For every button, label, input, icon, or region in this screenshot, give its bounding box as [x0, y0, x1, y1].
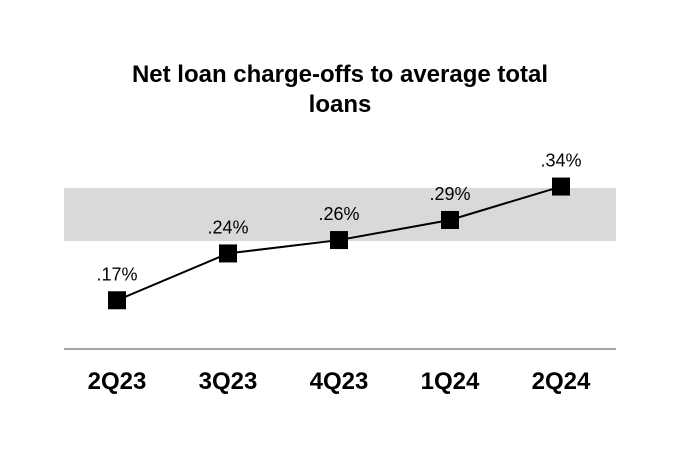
data-point-marker	[552, 177, 570, 196]
data-label: .17%	[96, 264, 137, 284]
data-label: .24%	[207, 217, 248, 237]
chart-title: Net loan charge-offs to average total lo…	[40, 60, 640, 120]
x-tick-label: 3Q23	[199, 368, 258, 395]
chart-title-line-1: Net loan charge-offs to average total	[131, 61, 549, 88]
x-tick-label: 4Q23	[310, 368, 369, 395]
x-tick-label: 2Q24	[532, 368, 591, 395]
chart-title-line-2: loans	[308, 91, 372, 118]
x-tick-label: 1Q24	[421, 368, 480, 395]
data-point-marker	[330, 231, 348, 250]
data-label: .29%	[429, 184, 470, 204]
x-tick-label: 2Q23	[88, 368, 147, 395]
data-point-marker	[441, 210, 459, 229]
data-point-marker	[108, 291, 126, 310]
data-label: .34%	[540, 151, 581, 171]
data-point-marker	[219, 244, 237, 263]
data-label: .26%	[318, 204, 359, 224]
